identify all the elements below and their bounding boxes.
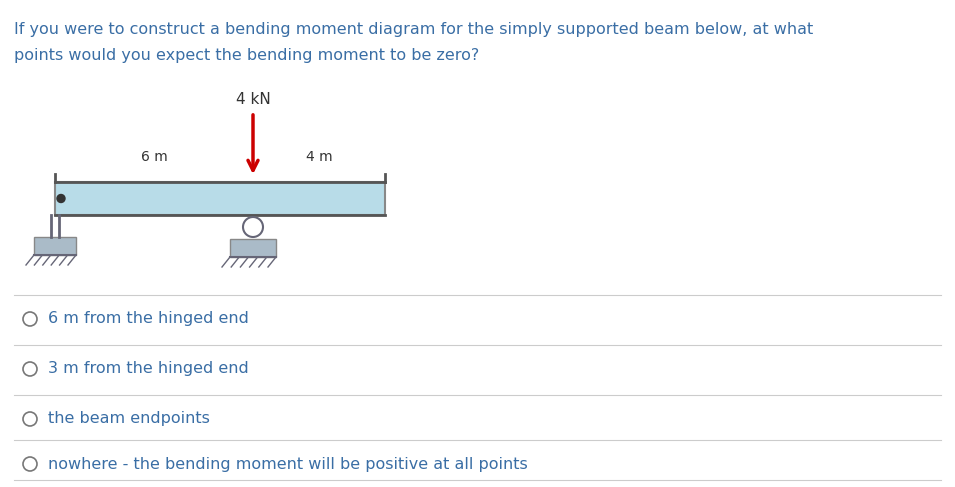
Text: 6 m from the hinged end: 6 m from the hinged end [48, 312, 249, 326]
Circle shape [23, 362, 37, 376]
Text: 6 m: 6 m [140, 150, 167, 164]
Text: nowhere - the bending moment will be positive at all points: nowhere - the bending moment will be pos… [48, 456, 528, 471]
Bar [34, 237, 76, 255]
Circle shape [243, 217, 263, 237]
Circle shape [23, 457, 37, 471]
Text: 4 kN: 4 kN [236, 92, 270, 107]
Circle shape [23, 412, 37, 426]
Circle shape [23, 312, 37, 326]
Text: 3 m from the hinged end: 3 m from the hinged end [48, 361, 248, 376]
Circle shape [57, 194, 65, 203]
Text: points would you expect the bending moment to be zero?: points would you expect the bending mome… [14, 48, 479, 63]
Text: If you were to construct a bending moment diagram for the simply supported beam : If you were to construct a bending momen… [14, 22, 814, 37]
Text: 4 m: 4 m [306, 150, 332, 164]
Bar [55, 182, 385, 215]
Bar [230, 239, 276, 257]
Text: the beam endpoints: the beam endpoints [48, 412, 210, 427]
